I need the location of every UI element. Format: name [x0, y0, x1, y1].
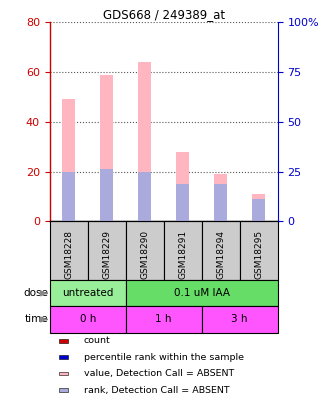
Bar — [126, 307, 202, 333]
Text: GSM18229: GSM18229 — [102, 230, 111, 279]
Text: count: count — [84, 336, 111, 345]
Bar — [138, 171, 152, 221]
Bar — [252, 199, 265, 221]
Text: GSM18295: GSM18295 — [254, 230, 263, 279]
Text: 3 h: 3 h — [231, 315, 248, 324]
Bar — [62, 99, 75, 221]
Bar — [202, 221, 240, 280]
Bar — [240, 221, 278, 280]
Text: dose: dose — [23, 288, 48, 298]
Bar — [59, 388, 68, 392]
Bar — [252, 194, 265, 221]
Bar — [59, 339, 68, 343]
Text: GSM18294: GSM18294 — [216, 230, 225, 279]
Text: value, Detection Call = ABSENT: value, Detection Call = ABSENT — [84, 369, 234, 378]
Bar — [126, 280, 278, 307]
Bar — [214, 174, 227, 221]
Bar — [214, 184, 227, 221]
Text: time: time — [24, 315, 48, 324]
Text: rank, Detection Call = ABSENT: rank, Detection Call = ABSENT — [84, 386, 230, 394]
Text: GSM18291: GSM18291 — [178, 230, 187, 279]
Bar — [88, 221, 126, 280]
Text: 0 h: 0 h — [80, 315, 96, 324]
Text: untreated: untreated — [62, 288, 113, 298]
Title: GDS668 / 249389_at: GDS668 / 249389_at — [103, 8, 225, 21]
Bar — [50, 221, 88, 280]
Bar — [164, 221, 202, 280]
Text: GSM18228: GSM18228 — [64, 230, 73, 279]
Bar — [59, 372, 68, 375]
Bar — [100, 169, 113, 221]
Text: 1 h: 1 h — [155, 315, 172, 324]
Bar — [126, 221, 164, 280]
Bar — [202, 307, 278, 333]
Bar — [176, 184, 189, 221]
Text: 0.1 uM IAA: 0.1 uM IAA — [174, 288, 230, 298]
Bar — [100, 75, 113, 221]
Bar — [50, 280, 126, 307]
Text: percentile rank within the sample: percentile rank within the sample — [84, 353, 244, 362]
Bar — [62, 171, 75, 221]
Bar — [138, 62, 152, 221]
Bar — [59, 355, 68, 359]
Bar — [50, 307, 126, 333]
Bar — [176, 151, 189, 221]
Text: GSM18290: GSM18290 — [140, 230, 149, 279]
